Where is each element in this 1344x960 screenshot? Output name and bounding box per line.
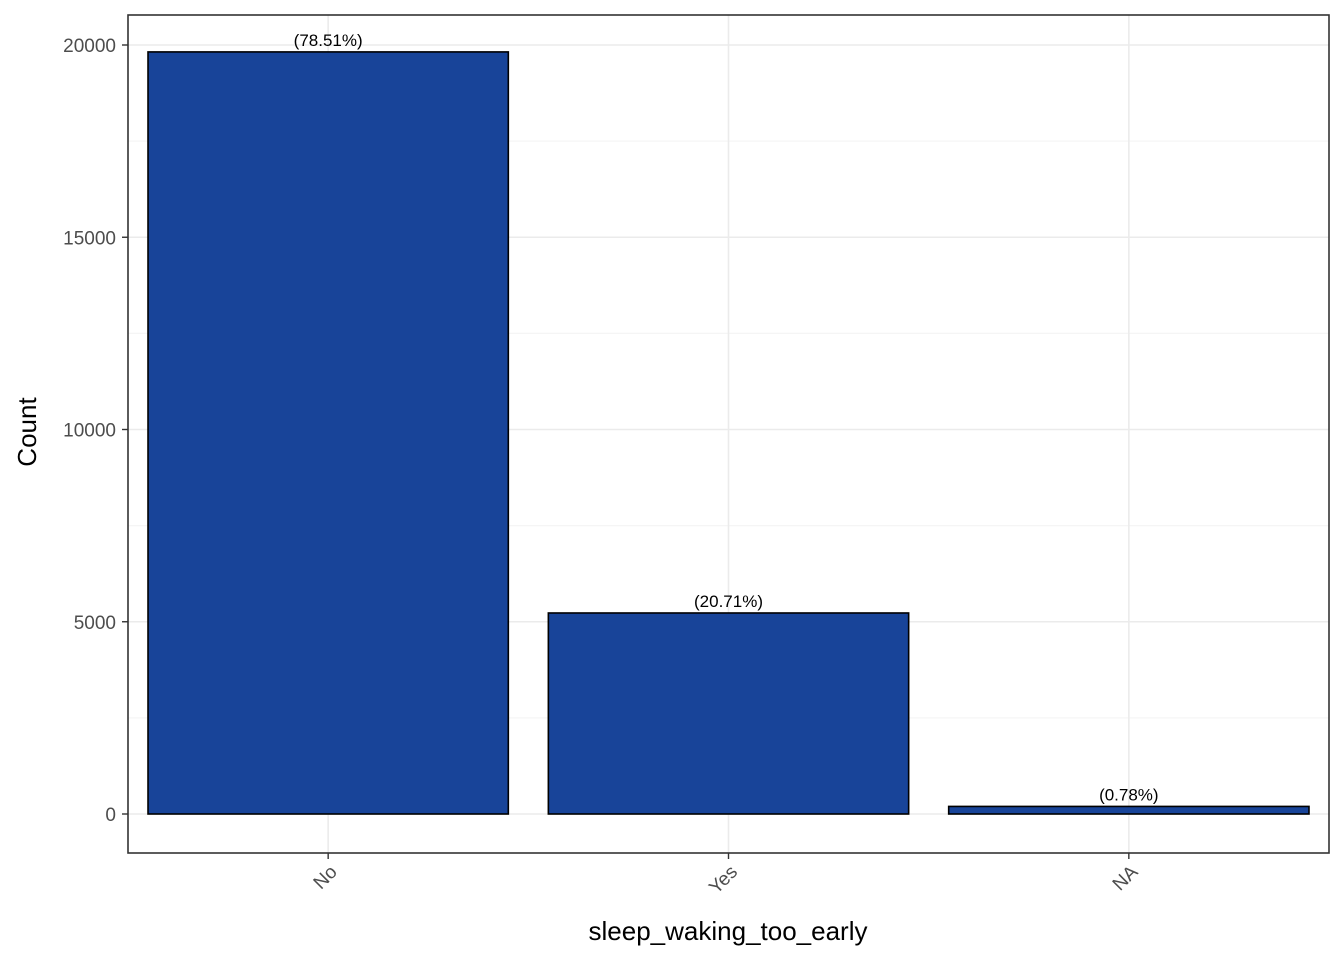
bar-na [947, 805, 1310, 815]
bars [147, 51, 1310, 815]
x-axis-title: sleep_waking_too_early [589, 916, 868, 946]
y-tick-label: 20000 [63, 36, 116, 57]
y-tick-label: 5000 [74, 613, 116, 634]
y-tick-label: 0 [105, 805, 116, 826]
bar-data-label: (78.51%) [294, 31, 363, 50]
y-axis-ticks: 0 5000 10000 15000 20000 [63, 36, 128, 826]
bar-data-label: (20.71%) [694, 592, 763, 611]
bar-data-label: (0.78%) [1099, 785, 1159, 804]
y-tick-label: 15000 [63, 228, 116, 249]
bar-data-labels: (78.51%) (20.71%) (0.78%) [294, 31, 1159, 805]
x-tick-label: No [310, 862, 342, 894]
y-axis-title: Count [12, 397, 42, 467]
y-tick-label: 10000 [63, 421, 116, 442]
x-tick-label: NA [1109, 861, 1143, 895]
bar-no [147, 51, 510, 815]
x-axis-ticks: No Yes NA [310, 853, 1143, 898]
x-tick-label: Yes [705, 862, 742, 899]
bar-yes [547, 612, 910, 815]
